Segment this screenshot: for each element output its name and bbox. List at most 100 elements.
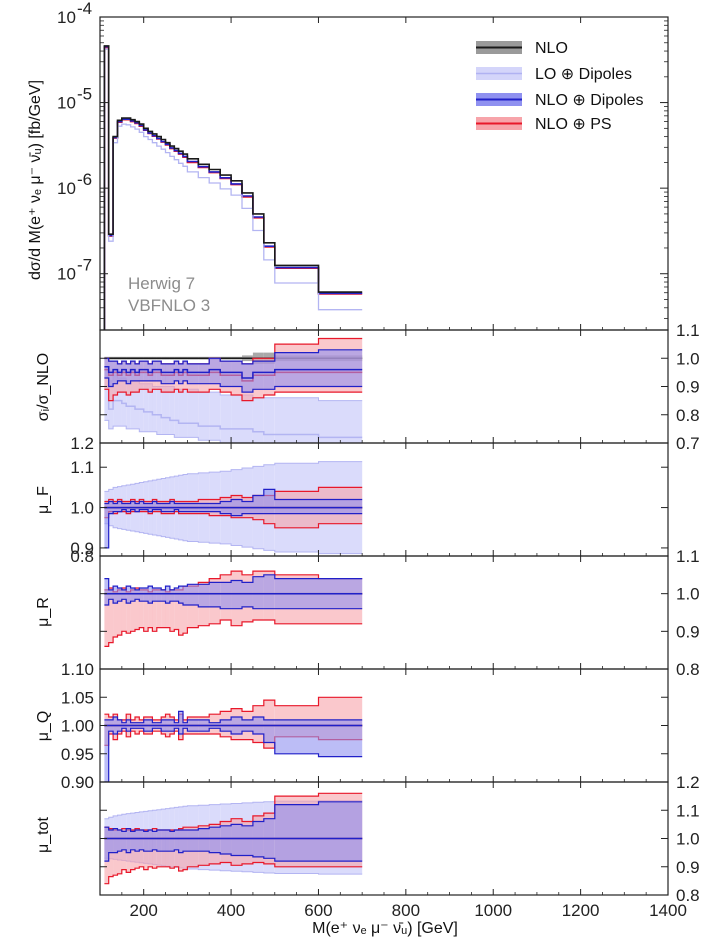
muR-band-nlo-ps <box>178 589 183 636</box>
muQ-panel-bands <box>104 696 363 782</box>
muF-lower-nlo-ps <box>104 511 363 529</box>
legend: NLO LO ⊕ Dipoles NLO ⊕ Dipoles NLO ⊕ PS <box>476 40 644 133</box>
ratio-band-nlo-dipoles <box>113 361 118 384</box>
mutot-band-nlo-dipoles <box>242 825 253 856</box>
ratio-band-nlo-dipoles <box>198 363 210 384</box>
muR-band-nlo-ps <box>126 591 131 634</box>
muF-lower-lo-dipoles <box>104 523 363 555</box>
ratio-band-lo-dipoles <box>274 397 319 443</box>
mutot-band-nlo-ps <box>117 830 122 874</box>
muR-band-nlo-dipoles <box>152 588 157 602</box>
ratio-band-nlo-dipoles <box>178 363 183 384</box>
frame-layer: 200 400 600 800 1000 1200 140010-410-510-610-7… <box>57 0 700 920</box>
muR-band-nlo-dipoles <box>231 580 242 609</box>
ratio-band-nlo-dipoles <box>220 361 232 387</box>
muF-panel-bands <box>104 461 363 555</box>
ratio-band-lo-dipoles <box>161 386 166 435</box>
main-series-nlo <box>103 45 363 330</box>
muR-band-nlo-dipoles <box>143 588 149 602</box>
x-tick-label: 1000 <box>474 901 512 920</box>
muF-upper-lo-dipoles <box>104 461 363 492</box>
mutot-band-nlo-dipoles <box>108 830 114 853</box>
mutot-band-nlo-dipoles <box>220 825 232 855</box>
muR-band-nlo-dipoles <box>183 586 188 605</box>
ratio-band-nlo-dipoles <box>183 361 188 381</box>
ratio-right-tick-label: 0.7 <box>676 434 700 453</box>
main-y-tick-exponent: -5 <box>77 85 92 104</box>
muR-band-nlo-dipoles <box>187 584 199 605</box>
legend-label-lo-dipoles: LO ⊕ Dipoles <box>535 66 632 83</box>
muR-band-nlo-ps <box>156 589 162 628</box>
mutot-band-nlo-dipoles <box>209 827 221 853</box>
mutot-band-nlo-dipoles <box>169 831 175 852</box>
muR-band-nlo-ps <box>117 589 122 636</box>
muQ-left-tick-label: 1.00 <box>61 717 94 736</box>
mutot-band-nlo-dipoles <box>152 831 157 850</box>
ratio-band-nlo-dipoles <box>126 363 131 384</box>
muF-band-nlo-dipoles <box>139 501 144 510</box>
ratio-band-lo-dipoles <box>117 378 122 426</box>
mutot-lower-nlo-dipoles <box>104 849 363 862</box>
ratio-band-lo-dipoles <box>108 380 114 429</box>
ratio-band-lo-dipoles <box>152 386 157 432</box>
ratio-band-lo-dipoles <box>148 383 153 432</box>
ratio-band-lo-dipoles <box>183 389 188 438</box>
ratio-band-nlo-dipoles <box>165 363 170 384</box>
ratio-band-lo-dipoles <box>174 389 179 438</box>
main-y-tick-exponent: -6 <box>77 170 92 189</box>
muR-band-nlo-ps <box>152 589 157 632</box>
mutot-band-nlo-dipoles <box>318 801 363 862</box>
muR-panel-bands <box>104 570 363 647</box>
muR-band-nlo-ps <box>187 586 199 628</box>
muQ-lower-nlo-ps <box>104 730 363 749</box>
mutot-band-nlo-dipoles <box>161 830 166 852</box>
ratio-upper-nlo-dipoles <box>104 349 363 365</box>
muR-right-tick-label: 1.1 <box>676 547 700 566</box>
mutot-lower-nlo-ps <box>104 861 363 885</box>
ratio-band-lo-dipoles <box>198 392 210 441</box>
main-panel-curves <box>103 45 363 330</box>
muR-band-nlo-dipoles <box>161 589 166 602</box>
mutot-right-tick-label: 0.8 <box>676 886 700 905</box>
muR-upper-nlo-dipoles <box>104 574 363 591</box>
muR-band-nlo-dipoles <box>130 588 135 602</box>
muQ-band-nlo-dipoles <box>104 719 109 782</box>
muF-band-nlo-dipoles <box>143 503 149 510</box>
muQ-band-nlo-dipoles <box>178 711 183 734</box>
muR-band-nlo-dipoles <box>198 584 210 607</box>
muQ-band-nlo-dipoles <box>263 719 275 743</box>
muR-band-nlo-dipoles <box>156 588 162 602</box>
muR-band-nlo-dipoles <box>113 586 118 604</box>
muF-band-nlo-dipoles <box>121 503 127 510</box>
mutot-band-nlo-dipoles <box>139 830 144 850</box>
muQ-upper-nlo-dipoles <box>104 710 363 724</box>
annotation-herwig: Herwig 7 <box>128 274 195 293</box>
x-tick-label: 200 <box>130 901 158 920</box>
plot-layer <box>103 45 363 885</box>
main-ylabel: dσ/d M(e⁺ νₑ μ⁻ ν̄ᵤ) [fb/GeV] <box>27 80 44 280</box>
muQ-upper-nlo-ps <box>104 696 363 721</box>
right-boundary-label: 0.8 <box>676 660 700 679</box>
muR-band-nlo-ps <box>169 589 175 632</box>
muR-band-nlo-ps <box>130 589 135 632</box>
legend-label-nlo-ps: NLO ⊕ PS <box>535 116 612 133</box>
muF-left-tick-label: 0.9 <box>70 539 94 558</box>
ratio-band-lo-dipoles <box>318 400 363 443</box>
muF-band-nlo-dipoles <box>117 501 122 512</box>
legend-label-nlo-dipoles: NLO ⊕ Dipoles <box>535 92 644 109</box>
muR-lower-nlo-dipoles <box>104 598 363 610</box>
ratio-band-lo-dipoles <box>252 397 264 443</box>
ratio-band-nlo-dipoles <box>161 363 166 384</box>
ratio-band-lo-dipoles <box>121 378 127 426</box>
ratio-band-nlo-dipoles <box>139 361 144 381</box>
mutot-band-nlo-dipoles <box>117 830 122 852</box>
muQ-left-tick-label: 1.05 <box>61 688 94 707</box>
muR-band-nlo-ps <box>108 588 114 643</box>
ratio-band-lo-dipoles <box>242 395 253 443</box>
muR-band-nlo-ps <box>113 591 118 637</box>
ratio-band-lo-dipoles <box>130 380 135 429</box>
mutot-band-nlo-dipoles <box>198 828 210 852</box>
ratio-band-nlo-dipoles <box>108 361 114 387</box>
muR-band-nlo-ps <box>183 586 188 634</box>
mutot-band-nlo-dipoles <box>165 830 170 852</box>
